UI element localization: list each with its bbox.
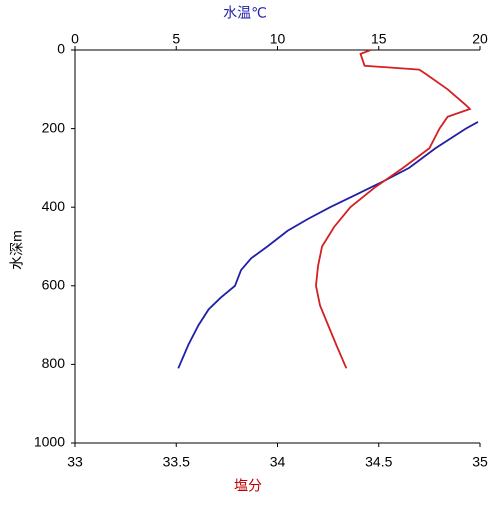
- bottom-tick-label: 33: [67, 454, 83, 470]
- y-tick-label: 400: [42, 198, 66, 214]
- y-tick-label: 800: [42, 355, 66, 371]
- y-tick-label: 1000: [34, 434, 65, 450]
- top-tick-label: 0: [71, 31, 79, 47]
- y-tick-label: 200: [42, 119, 66, 135]
- bottom-tick-label: 35: [472, 454, 488, 470]
- y-axis-title: 水深m: [9, 230, 25, 270]
- y-tick-label: 0: [57, 41, 65, 57]
- bottom-tick-label: 33.5: [163, 454, 190, 470]
- top-axis-title: 水温℃: [223, 5, 267, 21]
- bottom-tick-label: 34: [270, 454, 286, 470]
- profile-line: [177, 121, 479, 369]
- bottom-tick-label: 34.5: [365, 454, 392, 470]
- top-tick-label: 5: [172, 31, 180, 47]
- top-tick-label: 10: [270, 31, 286, 47]
- top-tick-label: 15: [371, 31, 387, 47]
- bottom-axis-title: 塩分: [234, 478, 262, 494]
- top-tick-label: 20: [472, 31, 488, 47]
- profile-line: [315, 49, 472, 369]
- y-tick-label: 600: [42, 277, 66, 293]
